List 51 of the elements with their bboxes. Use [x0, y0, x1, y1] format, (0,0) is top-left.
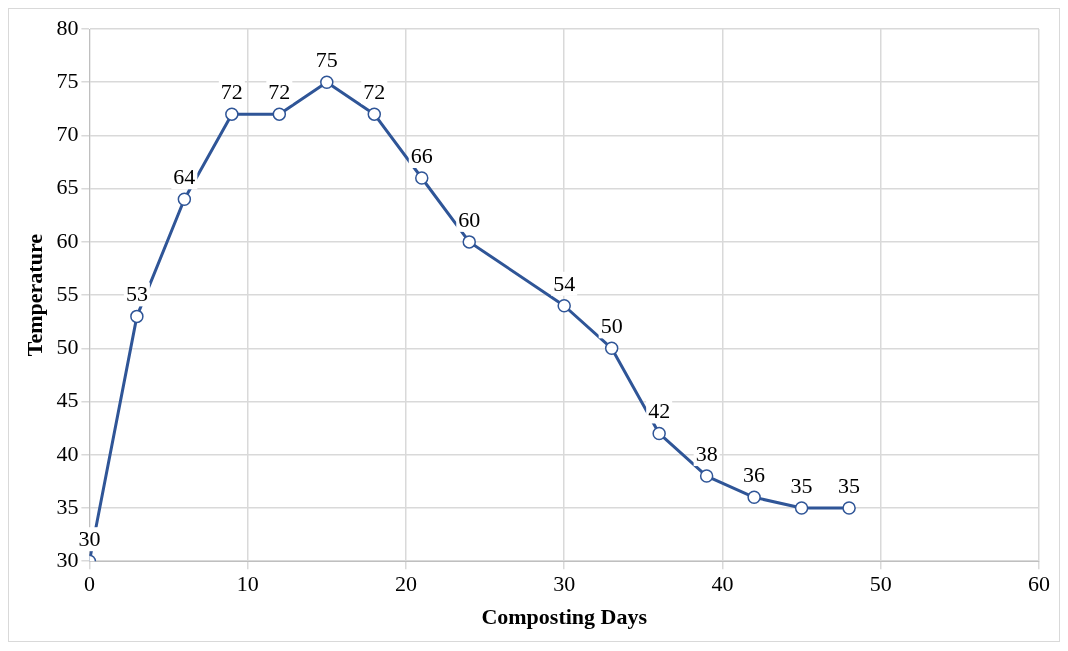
x-tick-label: 40	[711, 571, 734, 597]
y-tick-label: 50	[56, 334, 79, 360]
y-tick-label: 40	[56, 440, 79, 466]
point	[272, 107, 287, 121]
data-label: 36	[743, 462, 766, 488]
x-tick-label: 60	[1028, 571, 1050, 597]
data-label: 53	[125, 281, 148, 307]
y-tick-label: 45	[56, 387, 79, 413]
data-label: 54	[553, 270, 576, 296]
point	[367, 107, 382, 121]
x-tick-label: 20	[394, 571, 417, 597]
x-tick-label: 10	[236, 571, 259, 597]
point	[177, 192, 192, 207]
y-tick-label: 65	[56, 174, 79, 200]
point	[652, 426, 666, 441]
data-label: 72	[220, 78, 243, 104]
x-tick-label: 30	[553, 571, 576, 597]
x-tick-label: 0	[83, 571, 95, 597]
point	[747, 490, 761, 505]
point	[225, 107, 239, 121]
y-tick-label: 30	[56, 546, 79, 572]
data-label: 64	[173, 164, 196, 190]
y-tick-label: 80	[56, 14, 79, 40]
point	[320, 75, 334, 89]
point	[699, 469, 714, 483]
point	[604, 341, 619, 356]
point	[794, 501, 809, 515]
y-tick-label: 35	[56, 493, 79, 519]
data-label: 30	[78, 525, 101, 551]
point	[842, 501, 856, 515]
data-label: 72	[363, 78, 386, 104]
data-label: 66	[410, 142, 433, 168]
data-label: 50	[600, 313, 623, 339]
x-tick-label: 50	[869, 571, 892, 597]
y-axis-title: Temperature	[21, 233, 47, 357]
point	[462, 235, 476, 249]
y-tick-label: 70	[56, 121, 79, 147]
y-tick-label: 60	[56, 227, 79, 253]
data-label: 35	[838, 472, 861, 498]
data-label: 60	[458, 206, 481, 232]
x-axis-title: Composting Days	[481, 604, 648, 630]
data-label: 38	[695, 440, 718, 466]
point	[130, 309, 144, 324]
data-label: 75	[315, 47, 338, 72]
point	[557, 298, 571, 313]
data-label: 35	[790, 472, 813, 498]
data-label: 72	[268, 78, 291, 104]
y-tick-label: 55	[56, 280, 79, 306]
point	[415, 171, 429, 185]
data-label: 42	[648, 398, 671, 424]
y-tick-label: 75	[56, 68, 79, 93]
